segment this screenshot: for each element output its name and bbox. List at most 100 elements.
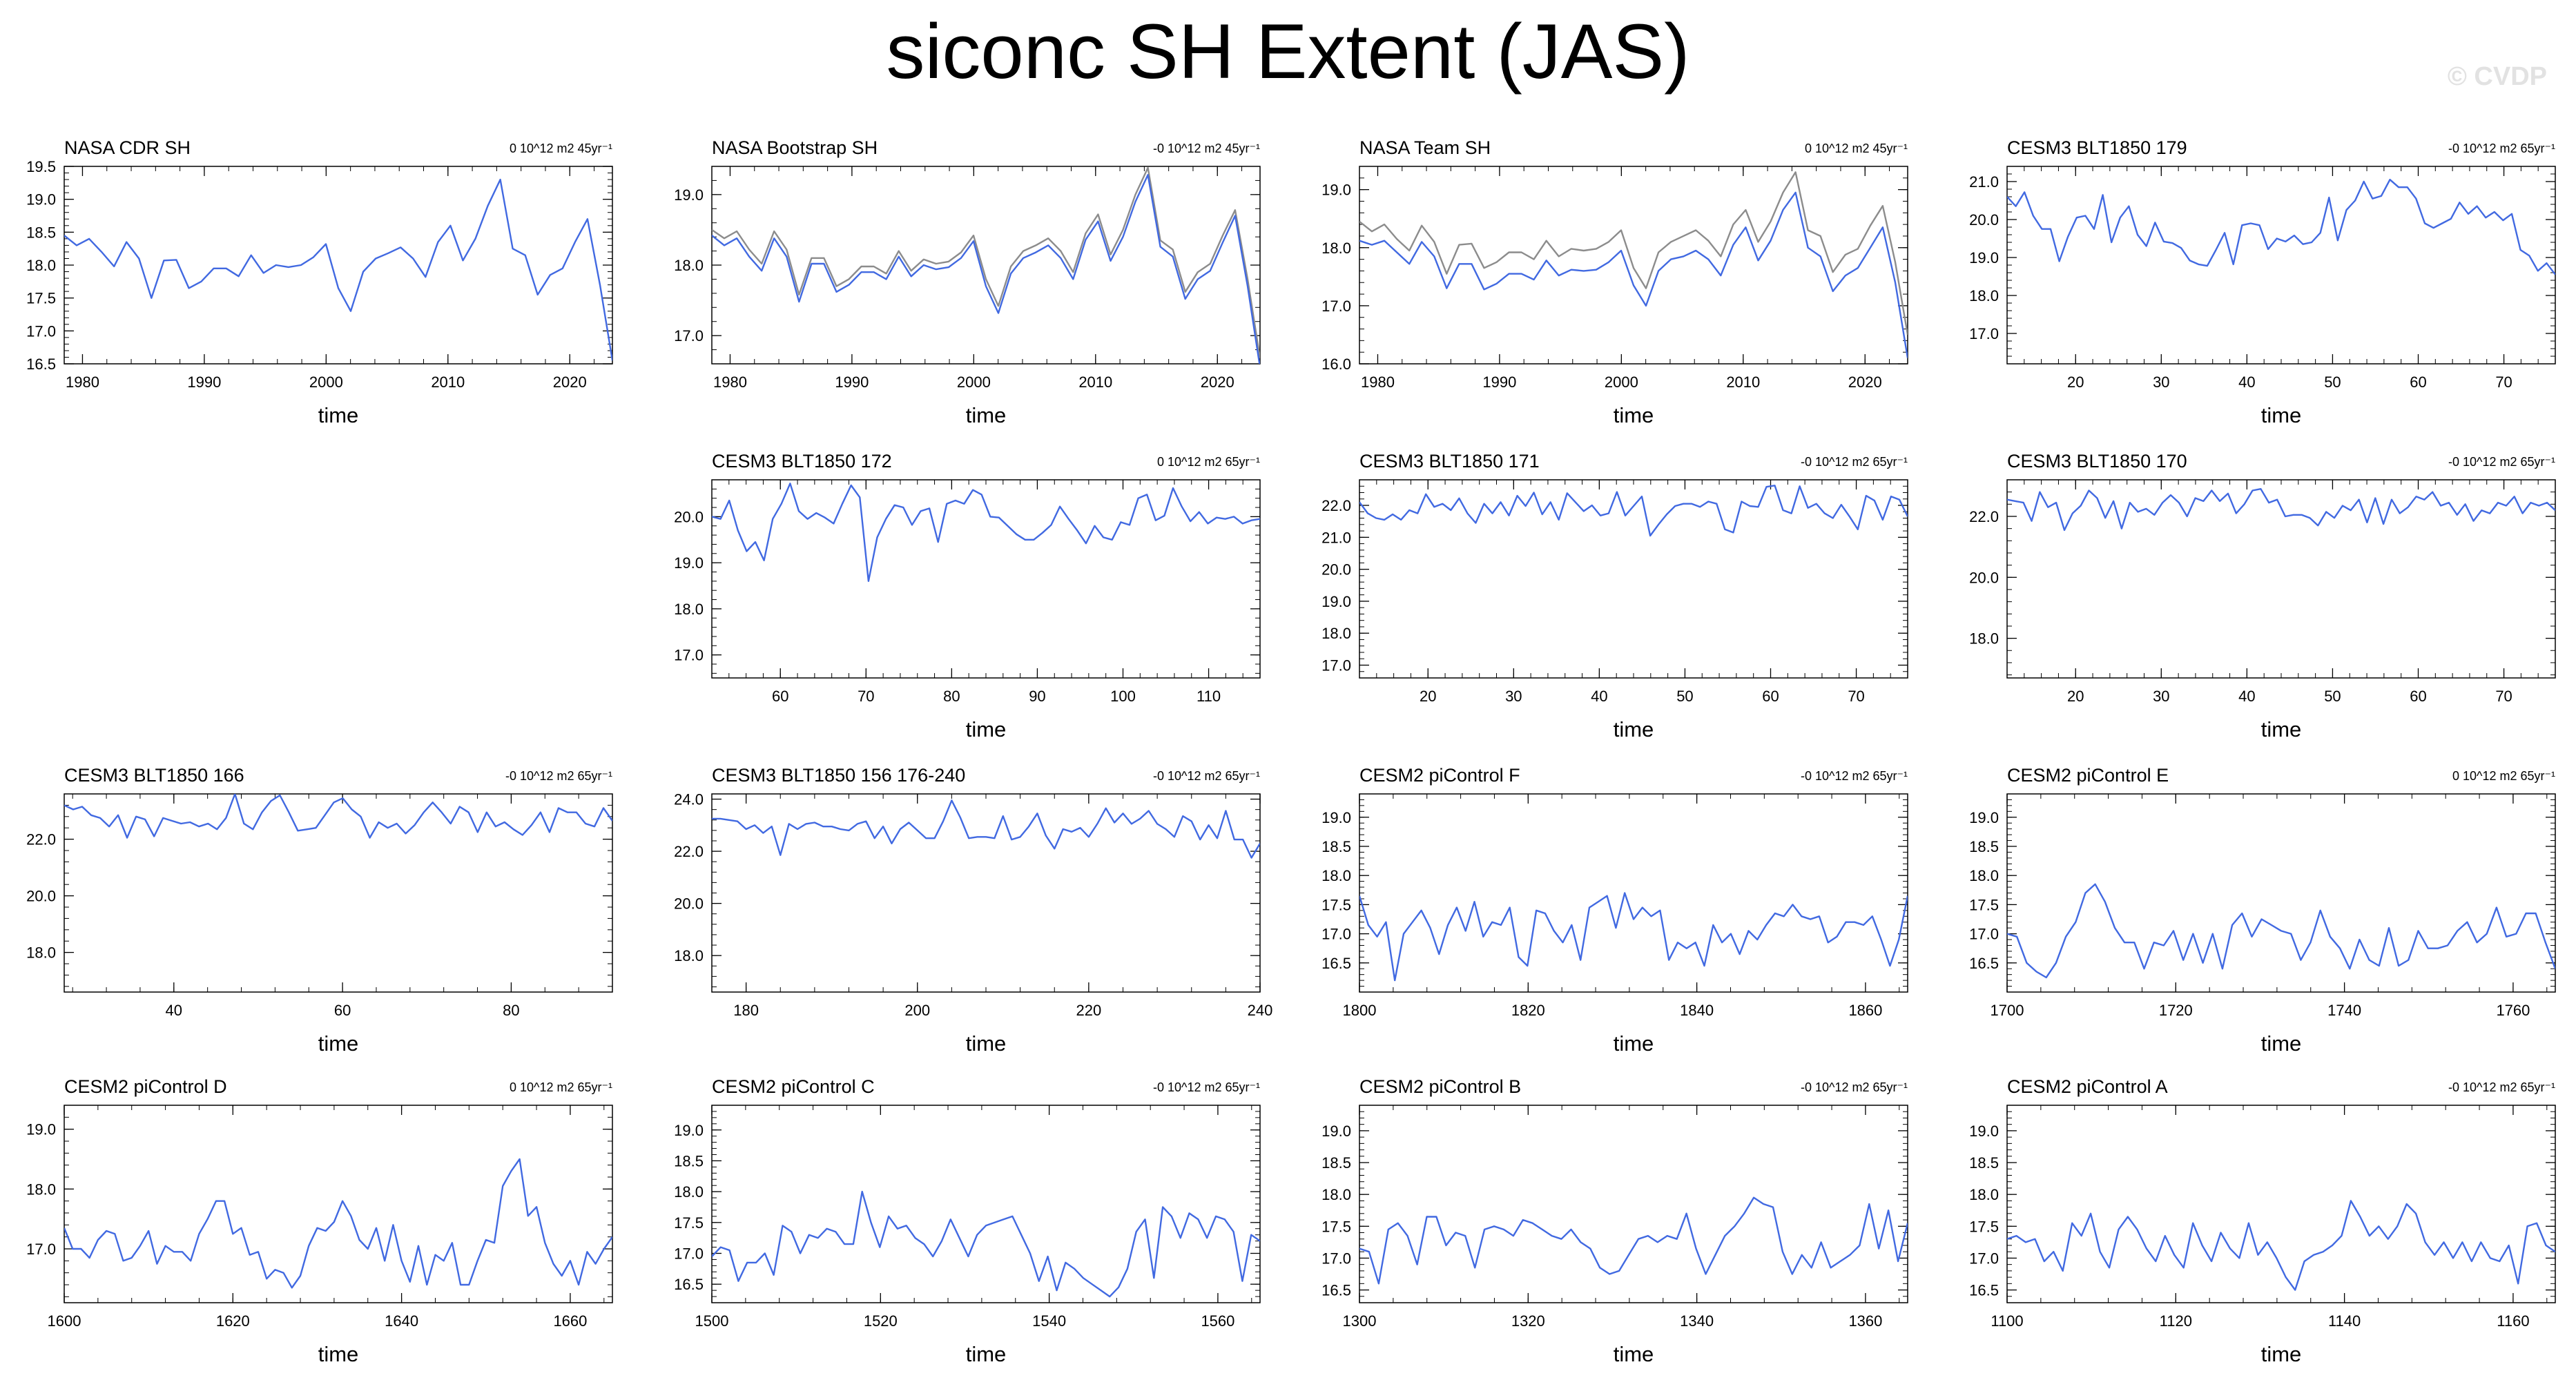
y-tick-label: 16.5: [1321, 1282, 1351, 1299]
x-tick-label: 1120: [2160, 1312, 2192, 1330]
x-tick-label: 1540: [1032, 1312, 1066, 1330]
x-tick-label: 50: [1676, 688, 1693, 705]
trend-annotation: -0 10^12 m2 65yr⁻¹: [2448, 142, 2555, 155]
plot-frame: [711, 479, 1261, 679]
x-tick-label: 1160: [2497, 1312, 2529, 1330]
y-tick-label: 19.0: [26, 191, 56, 208]
page-title: siconc SH Extent (JAS): [886, 8, 1690, 95]
x-tick-label: 1980: [713, 373, 747, 391]
y-tick-label: 18.5: [674, 1152, 704, 1169]
x-tick-label: 1990: [187, 373, 221, 391]
x-tick-label: 2020: [553, 373, 587, 391]
y-tick-label: 18.0: [674, 947, 704, 964]
y-tick-label: 18.0: [674, 257, 704, 274]
x-axis-label: time: [2261, 1031, 2302, 1056]
y-tick-label: 17.5: [26, 290, 56, 307]
x-tick-label: 40: [166, 1002, 182, 1019]
chart-panel: NASA Team SH 0 10^12 m2 45yr⁻¹ 1980 1990 200…: [1321, 137, 1908, 427]
y-tick-label: 17.0: [1321, 1250, 1351, 1267]
plot-frame: [2006, 793, 2556, 993]
x-tick-label: 2010: [431, 373, 465, 391]
x-tick-label: 2000: [309, 373, 343, 391]
x-tick-label: 40: [2238, 688, 2255, 705]
x-tick-label: 1500: [695, 1312, 729, 1330]
x-axis-label: time: [2261, 1342, 2302, 1366]
x-tick-label: 1660: [553, 1312, 587, 1330]
y-tick-label: 22.0: [26, 831, 56, 848]
x-tick-label: 1760: [2496, 1002, 2530, 1019]
series-line: [2007, 179, 2555, 275]
y-tick-label: 17.0: [1321, 926, 1351, 943]
x-tick-label: 1620: [216, 1312, 250, 1330]
x-tick-label: 30: [2153, 373, 2169, 391]
x-tick-label: 60: [334, 1002, 351, 1019]
y-tick-label: 19.0: [1969, 1123, 1999, 1140]
panel-title: CESM2 piControl D: [64, 1076, 227, 1097]
series-line: [1359, 892, 1908, 982]
y-tick-label: 17.0: [674, 647, 704, 664]
panel-title: NASA Team SH: [1359, 137, 1491, 158]
x-tick-label: 1360: [1848, 1312, 1882, 1330]
y-tick-label: 16.0: [1321, 356, 1351, 373]
trend-annotation: -0 10^12 m2 65yr⁻¹: [1801, 769, 1908, 783]
panel-title: CESM2 piControl E: [2007, 765, 2169, 786]
panel-title: CESM3 BLT1850 179: [2007, 137, 2187, 158]
chart-panel: CESM3 BLT1850 171 -0 10^12 m2 65yr⁻¹ 20 30 4…: [1321, 451, 1908, 741]
chart-panel: NASA Bootstrap SH -0 10^12 m2 45yr⁻¹ 1980 1…: [674, 137, 1261, 427]
y-tick-label: 17.0: [1969, 926, 1999, 943]
trend-annotation: 0 10^12 m2 65yr⁻¹: [2452, 769, 2555, 783]
x-tick-label: 20: [1420, 688, 1436, 705]
trend-annotation: 0 10^12 m2 45yr⁻¹: [1805, 142, 1908, 155]
y-tick-label: 17.0: [1321, 657, 1351, 674]
plot-frame: [711, 793, 1261, 993]
x-axis-label: time: [966, 403, 1007, 427]
trend-annotation: -0 10^12 m2 65yr⁻¹: [505, 769, 612, 783]
series-line: [1359, 171, 1908, 336]
y-tick-label: 18.0: [1969, 1186, 1999, 1203]
y-tick-label: 18.0: [1969, 867, 1999, 884]
x-tick-label: 1560: [1201, 1312, 1234, 1330]
x-tick-label: 70: [858, 688, 874, 705]
x-tick-label: 2010: [1078, 373, 1112, 391]
y-tick-label: 19.0: [26, 1121, 56, 1138]
x-axis-label: time: [1614, 1031, 1654, 1056]
plot-frame: [64, 1105, 613, 1303]
x-tick-label: 1740: [2327, 1002, 2361, 1019]
trend-annotation: -0 10^12 m2 45yr⁻¹: [1153, 142, 1260, 155]
y-tick-label: 21.0: [1969, 173, 1999, 191]
plot-frame: [1359, 166, 1908, 365]
x-tick-label: 60: [1762, 688, 1779, 705]
x-tick-label: 40: [2238, 373, 2255, 391]
y-tick-label: 18.0: [674, 1183, 704, 1201]
panel-title: CESM2 piControl A: [2007, 1076, 2168, 1097]
y-tick-label: 19.0: [1969, 249, 1999, 266]
y-tick-label: 19.0: [674, 186, 704, 204]
x-tick-label: 1520: [864, 1312, 898, 1330]
y-tick-label: 24.0: [674, 791, 704, 808]
y-tick-label: 17.0: [26, 1241, 56, 1258]
y-tick-label: 22.0: [674, 843, 704, 860]
series-line: [2007, 883, 2555, 979]
y-tick-label: 18.5: [1321, 1154, 1351, 1172]
y-tick-label: 18.0: [1321, 625, 1351, 642]
x-tick-label: 50: [2324, 688, 2341, 705]
series-line: [712, 483, 1260, 582]
plot-frame: [1359, 793, 1908, 993]
y-tick-label: 16.5: [1969, 1282, 1999, 1299]
y-tick-label: 18.0: [1969, 287, 1999, 304]
y-tick-label: 20.0: [674, 895, 704, 913]
x-axis-label: time: [966, 717, 1007, 741]
x-tick-label: 180: [733, 1002, 759, 1019]
x-tick-label: 1860: [1848, 1002, 1882, 1019]
series-line: [64, 178, 612, 361]
trend-annotation: -0 10^12 m2 65yr⁻¹: [2448, 1080, 2555, 1094]
chart-panel: CESM3 BLT1850 172 0 10^12 m2 65yr⁻¹ 60 70 80…: [674, 451, 1261, 741]
trend-annotation: -0 10^12 m2 65yr⁻¹: [1801, 1080, 1908, 1094]
trend-annotation: 0 10^12 m2 65yr⁻¹: [510, 1080, 612, 1094]
y-tick-label: 20.0: [1969, 569, 1999, 586]
y-tick-label: 18.5: [1969, 1154, 1999, 1172]
panel-title: CESM3 BLT1850 172: [712, 451, 892, 472]
y-tick-label: 18.0: [26, 944, 56, 962]
x-axis-label: time: [966, 1342, 1007, 1366]
